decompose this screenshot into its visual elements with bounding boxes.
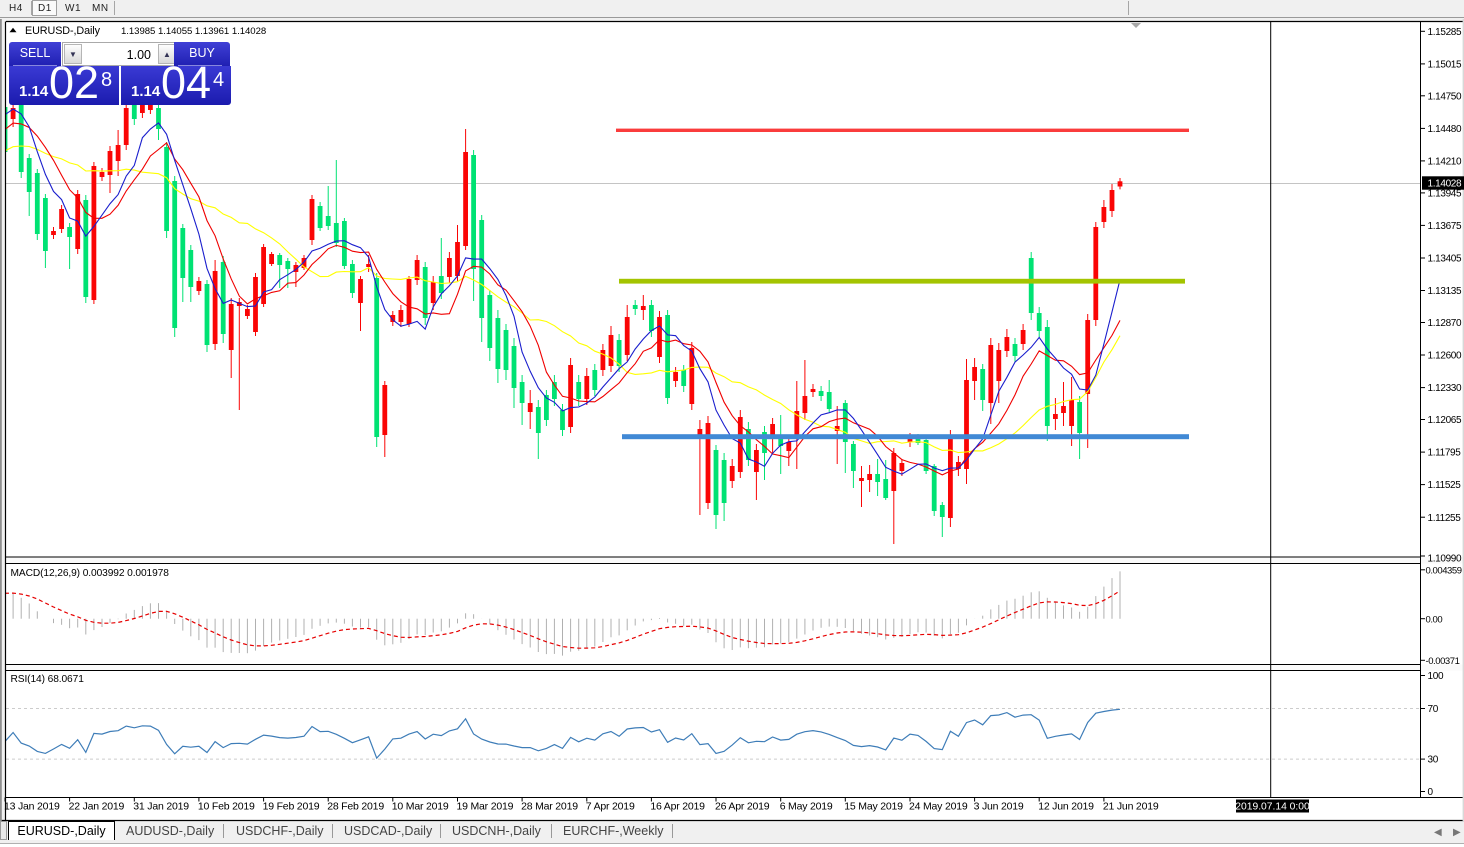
svg-text:1.11795: 1.11795 <box>1428 448 1462 459</box>
svg-text:12 Jun 2019: 12 Jun 2019 <box>1038 801 1094 813</box>
svg-text:1.14210: 1.14210 <box>1428 157 1462 168</box>
svg-text:15 May 2019: 15 May 2019 <box>844 801 903 813</box>
svg-text:1.11255: 1.11255 <box>1428 513 1462 524</box>
svg-text:28 Mar 2019: 28 Mar 2019 <box>521 801 578 813</box>
svg-text:1.12065: 1.12065 <box>1428 415 1462 426</box>
svg-text:1.12330: 1.12330 <box>1428 383 1462 394</box>
svg-text:24 May 2019: 24 May 2019 <box>909 801 968 813</box>
svg-text:1.12870: 1.12870 <box>1428 318 1462 329</box>
svg-text:1.13675: 1.13675 <box>1428 221 1462 232</box>
svg-text:21 Jun 2019: 21 Jun 2019 <box>1103 801 1159 813</box>
svg-text:1.15015: 1.15015 <box>1428 60 1462 71</box>
svg-text:2019.07.14 0:00: 2019.07.14 0:00 <box>1235 802 1310 813</box>
svg-text:70: 70 <box>1428 704 1439 715</box>
svg-text:100: 100 <box>1428 671 1445 682</box>
svg-text:26 Apr 2019: 26 Apr 2019 <box>715 801 770 813</box>
svg-text:30: 30 <box>1428 755 1439 766</box>
svg-text:0.00: 0.00 <box>1426 614 1443 625</box>
svg-text:19 Mar 2019: 19 Mar 2019 <box>457 801 514 813</box>
svg-text:1.11525: 1.11525 <box>1428 480 1462 491</box>
svg-text:31 Jan 2019: 31 Jan 2019 <box>133 801 189 813</box>
svg-text:1.10990: 1.10990 <box>1428 554 1462 565</box>
svg-text:13 Jan 2019: 13 Jan 2019 <box>4 801 60 813</box>
svg-text:0.004359: 0.004359 <box>1426 565 1462 576</box>
svg-text:1.13945: 1.13945 <box>1428 189 1462 200</box>
svg-text:1.13985 1.14055 1.13961 1.1402: 1.13985 1.14055 1.13961 1.14028 <box>121 26 266 37</box>
svg-text:16 Apr 2019: 16 Apr 2019 <box>650 801 705 813</box>
svg-text:7 Apr 2019: 7 Apr 2019 <box>586 801 635 813</box>
svg-text:1.14750: 1.14750 <box>1428 91 1462 102</box>
svg-text:1.13405: 1.13405 <box>1428 254 1462 265</box>
svg-text:6 May 2019: 6 May 2019 <box>780 801 833 813</box>
svg-text:1.15285: 1.15285 <box>1428 27 1462 38</box>
svg-text:1.14028: 1.14028 <box>1428 179 1462 190</box>
svg-text:28 Feb 2019: 28 Feb 2019 <box>327 801 384 813</box>
svg-text:MACD(12,26,9) 0.003992 0.00197: MACD(12,26,9) 0.003992 0.001978 <box>11 568 170 579</box>
svg-text:1.13135: 1.13135 <box>1428 286 1462 297</box>
svg-text:EURUSD-,Daily: EURUSD-,Daily <box>25 25 101 37</box>
svg-text:-0.00371: -0.00371 <box>1426 656 1460 667</box>
svg-text:1.12600: 1.12600 <box>1428 351 1462 362</box>
svg-text:0: 0 <box>1428 787 1434 798</box>
svg-text:10 Feb 2019: 10 Feb 2019 <box>198 801 255 813</box>
svg-text:10 Mar 2019: 10 Mar 2019 <box>392 801 449 813</box>
svg-text:1.14480: 1.14480 <box>1428 124 1462 135</box>
svg-text:19 Feb 2019: 19 Feb 2019 <box>263 801 320 813</box>
svg-text:3 Jun 2019: 3 Jun 2019 <box>974 801 1024 813</box>
svg-text:22 Jan 2019: 22 Jan 2019 <box>69 801 125 813</box>
svg-text:RSI(14) 68.0671: RSI(14) 68.0671 <box>11 674 85 685</box>
